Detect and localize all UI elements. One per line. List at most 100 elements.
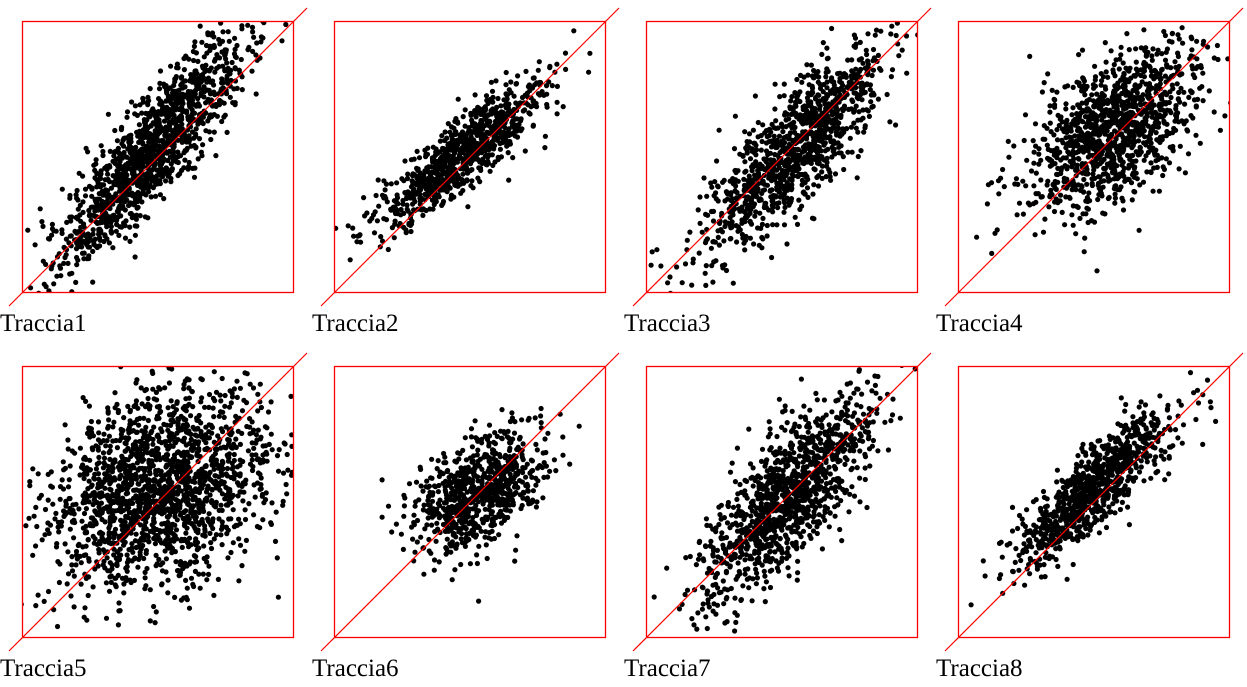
data-point xyxy=(708,180,714,186)
data-point xyxy=(745,213,751,219)
data-point xyxy=(162,456,168,462)
data-point xyxy=(111,153,117,159)
data-point xyxy=(1086,141,1092,147)
data-point xyxy=(218,86,224,92)
data-point xyxy=(835,140,841,146)
data-point xyxy=(849,149,855,155)
data-point xyxy=(408,228,414,235)
data-point xyxy=(447,157,453,163)
data-point xyxy=(1069,162,1076,169)
data-point xyxy=(860,60,866,66)
data-point xyxy=(59,230,65,236)
data-point xyxy=(788,98,794,104)
data-point xyxy=(1189,63,1195,69)
data-point xyxy=(485,154,491,160)
data-point xyxy=(531,75,537,81)
data-point xyxy=(1057,149,1063,155)
data-point xyxy=(829,25,835,32)
data-point xyxy=(1078,110,1084,116)
data-point xyxy=(1110,162,1116,168)
data-point xyxy=(515,73,521,79)
data-point xyxy=(836,150,842,156)
data-point xyxy=(90,501,96,508)
data-point xyxy=(875,96,882,102)
data-point xyxy=(86,403,92,409)
data-point xyxy=(1178,85,1184,91)
data-point xyxy=(1112,139,1118,145)
data-point xyxy=(1091,114,1097,120)
data-point xyxy=(1234,100,1239,105)
data-point xyxy=(229,7,234,12)
data-point xyxy=(853,66,859,72)
data-point xyxy=(471,122,477,128)
data-point xyxy=(429,197,435,203)
data-point xyxy=(86,183,93,189)
data-point xyxy=(171,141,177,147)
data-point xyxy=(703,263,709,269)
data-point xyxy=(1113,100,1119,106)
data-point xyxy=(836,144,842,150)
data-point xyxy=(734,195,740,201)
data-point xyxy=(811,216,817,222)
data-point xyxy=(486,122,492,129)
data-point xyxy=(178,75,184,81)
data-point xyxy=(848,73,854,79)
data-point xyxy=(913,0,918,4)
data-point xyxy=(1103,69,1109,75)
data-point xyxy=(1119,132,1125,138)
data-point xyxy=(864,51,870,58)
data-point xyxy=(746,131,753,137)
data-point xyxy=(457,149,463,155)
data-point xyxy=(1091,104,1097,110)
data-point xyxy=(815,79,821,85)
data-point xyxy=(1132,102,1138,108)
data-point xyxy=(1074,165,1080,172)
data-point xyxy=(1082,92,1088,98)
data-point xyxy=(186,97,192,103)
data-point xyxy=(199,153,205,159)
data-point xyxy=(746,173,752,179)
data-point xyxy=(840,126,846,132)
data-point xyxy=(37,206,43,212)
data-point xyxy=(720,179,726,185)
data-point xyxy=(91,213,97,219)
data-point xyxy=(491,143,498,149)
data-point xyxy=(406,220,412,227)
data-point xyxy=(822,101,828,107)
data-point xyxy=(181,130,187,136)
data-point xyxy=(522,92,528,98)
data-point xyxy=(1111,62,1117,68)
data-point xyxy=(1070,105,1076,111)
data-point xyxy=(827,170,833,176)
data-point xyxy=(856,109,862,115)
data-point xyxy=(1100,98,1107,104)
data-point xyxy=(870,91,876,97)
data-point xyxy=(1047,103,1053,109)
data-point xyxy=(1131,174,1137,180)
data-point xyxy=(487,168,493,174)
data-point xyxy=(69,270,75,276)
data-point xyxy=(451,125,457,131)
data-point xyxy=(498,103,504,109)
data-point xyxy=(179,139,185,145)
data-point xyxy=(1125,165,1132,171)
data-point xyxy=(465,204,471,210)
data-point xyxy=(808,116,814,122)
data-point xyxy=(1081,189,1087,195)
data-point xyxy=(193,87,199,93)
data-point xyxy=(284,491,290,497)
data-point xyxy=(877,65,883,72)
data-point xyxy=(137,191,143,197)
data-point xyxy=(1080,76,1086,82)
data-point xyxy=(36,290,42,293)
data-point xyxy=(1055,171,1061,178)
data-point xyxy=(67,192,73,199)
data-point xyxy=(1158,94,1165,100)
data-point xyxy=(122,181,128,188)
data-point xyxy=(100,148,106,155)
data-point xyxy=(440,198,447,205)
data-point xyxy=(743,185,749,191)
data-point xyxy=(824,159,830,166)
data-point xyxy=(445,142,451,148)
data-point xyxy=(496,112,502,118)
